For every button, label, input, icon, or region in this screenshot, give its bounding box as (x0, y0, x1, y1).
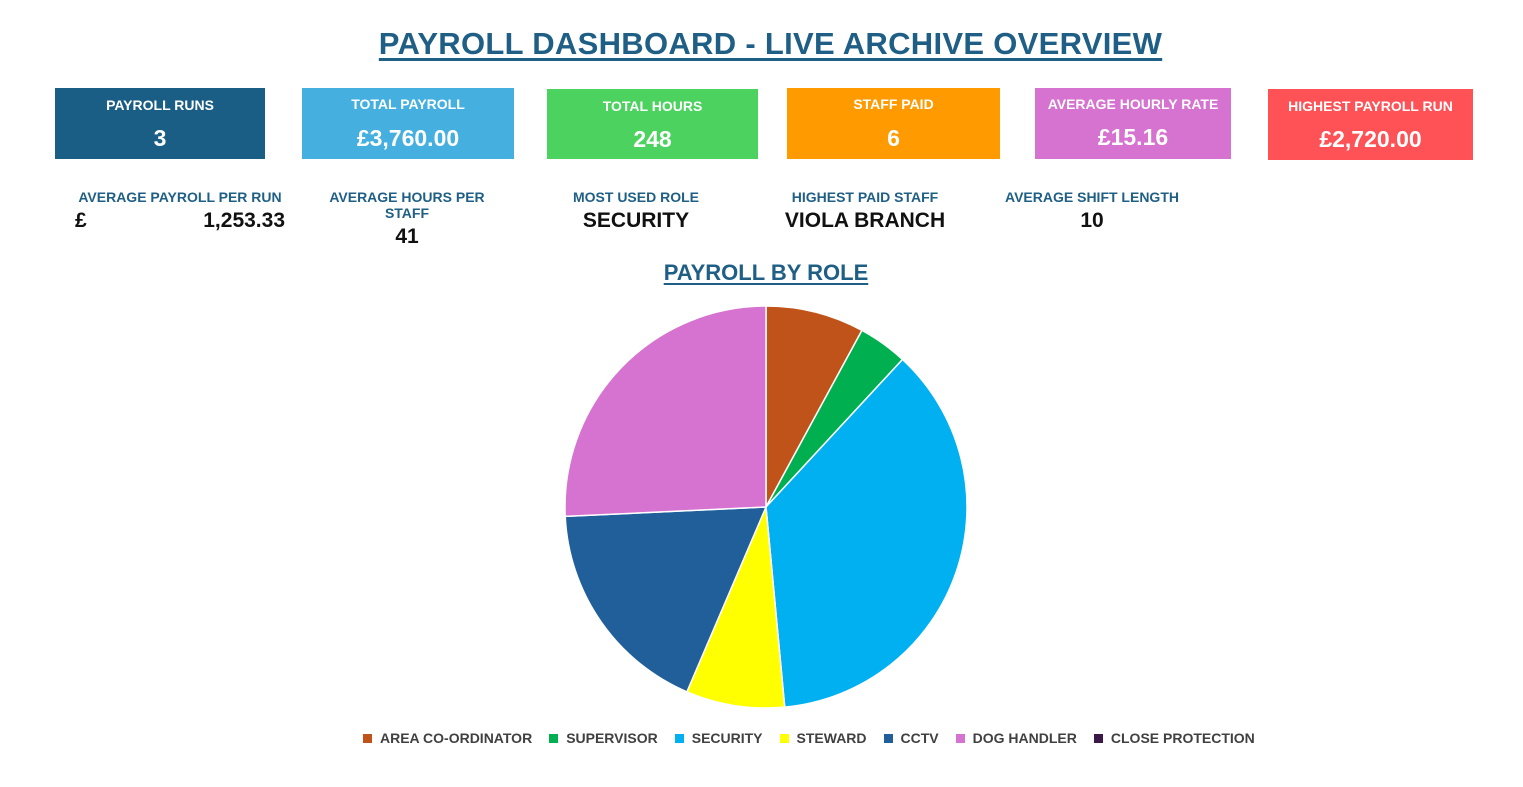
legend-item: DOG HANDLER (955, 730, 1077, 746)
legend-item: STEWARD (779, 730, 867, 746)
stat-label: MOST USED ROLE (572, 189, 699, 205)
legend-swatch (883, 733, 893, 743)
legend-label: DOG HANDLER (972, 730, 1077, 746)
kpi-value: £2,720.00 (1319, 126, 1422, 152)
stat-average-hours-per-staff: AVERAGE HOURS PER STAFF 41 (307, 189, 507, 249)
pie-slice-security (765, 358, 968, 708)
stat-value: 10 (1080, 209, 1104, 232)
legend-item: CCTV (883, 730, 939, 746)
stat-label: AVERAGE HOURS PER STAFF (329, 189, 485, 221)
pie-slice-area-co-ordinator (765, 305, 863, 508)
legend-label: SECURITY (691, 730, 763, 746)
kpi-total-hours: TOTAL HOURS 248 (547, 89, 758, 159)
pie-slice-cctv (564, 506, 768, 693)
kpi-value: £15.16 (1097, 124, 1169, 150)
stat-value: 1,253.33 (203, 209, 285, 232)
stat-average-shift-length: AVERAGE SHIFT LENGTH 10 (992, 189, 1192, 233)
stat-value: 41 (395, 225, 419, 248)
currency-symbol: £ (75, 209, 87, 232)
chart-title: PAYROLL BY ROLE (663, 260, 869, 285)
kpi-value: 248 (633, 126, 672, 152)
kpi-value: £3,760.00 (356, 125, 460, 151)
stat-average-payroll-per-run: AVERAGE PAYROLL PER RUN £ 1,253.33 (75, 189, 285, 233)
legend-label: AREA CO-ORDINATOR (380, 730, 533, 746)
pie-slice-steward (685, 506, 786, 709)
stat-value: VIOLA BRANCH (784, 209, 946, 232)
legend-swatch (549, 733, 559, 743)
stat-label: HIGHEST PAID STAFF (791, 189, 939, 205)
kpi-average-hourly-rate: AVERAGE HOURLY RATE £15.16 (1035, 88, 1231, 159)
legend-swatch (363, 733, 372, 743)
kpi-label: TOTAL PAYROLL (351, 96, 465, 112)
stat-highest-paid-staff: HIGHEST PAID STAFF VIOLA BRANCH (765, 189, 965, 233)
kpi-label: STAFF PAID (853, 96, 934, 112)
legend-swatch (1093, 733, 1103, 743)
legend-swatch (674, 733, 684, 743)
stat-label: AVERAGE PAYROLL PER RUN (78, 189, 282, 205)
legend-label: CCTV (900, 730, 939, 746)
kpi-value: 6 (887, 125, 900, 151)
legend-swatch (779, 733, 789, 743)
dashboard-title: PAYROLL DASHBOARD - LIVE ARCHIVE OVERVIE… (378, 26, 1163, 61)
kpi-highest-payroll-run: HIGHEST PAYROLL RUN £2,720.00 (1268, 89, 1473, 160)
legend-swatch (955, 733, 965, 743)
legend-label: SUPERVISOR (566, 730, 658, 746)
stat-label: AVERAGE SHIFT LENGTH (1005, 189, 1179, 205)
legend-item: AREA CO-ORDINATOR (363, 730, 532, 746)
stat-value: SECURITY (582, 209, 690, 232)
legend-item: SECURITY (674, 730, 763, 746)
stat-most-used-role: MOST USED ROLE SECURITY (536, 189, 736, 233)
legend-label: CLOSE PROTECTION (1110, 730, 1255, 746)
legend-item: CLOSE PROTECTION (1093, 730, 1255, 746)
kpi-value: 3 (153, 125, 167, 151)
kpi-total-payroll: TOTAL PAYROLL £3,760.00 (302, 88, 514, 159)
legend-item: SUPERVISOR (549, 730, 658, 746)
pie-slice-dog-handler (564, 305, 767, 518)
kpi-label: AVERAGE HOURLY RATE (1047, 96, 1219, 112)
chart-legend: AREA CO-ORDINATOR SUPERVISOR SECURITY STEWA… (363, 729, 1272, 747)
legend-label: STEWARD (796, 730, 867, 746)
kpi-payroll-runs: PAYROLL RUNS 3 (55, 88, 265, 159)
kpi-label: PAYROLL RUNS (106, 97, 214, 113)
kpi-label: TOTAL HOURS (602, 98, 703, 114)
kpi-label: HIGHEST PAYROLL RUN (1288, 98, 1453, 114)
kpi-staff-paid: STAFF PAID 6 (787, 88, 1000, 159)
